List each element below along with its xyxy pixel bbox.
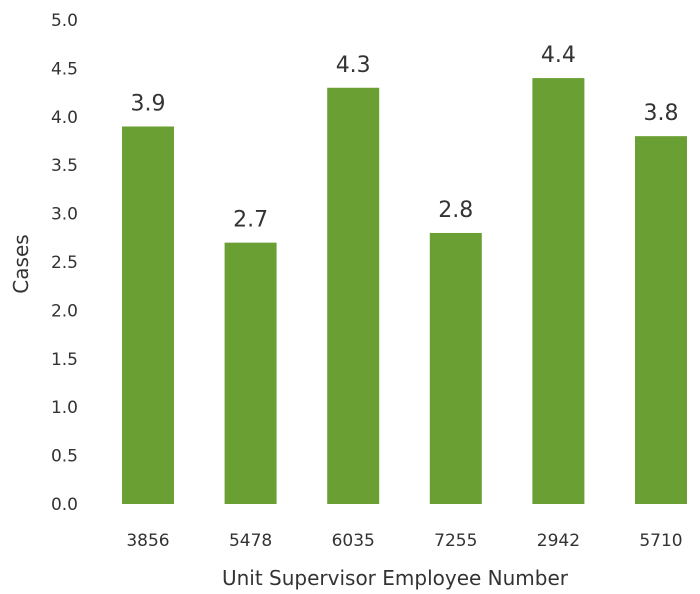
y-tick-label: 5.0 (51, 11, 78, 31)
bar-data-label: 3.8 (644, 101, 679, 126)
y-tick-label: 2.0 (51, 301, 78, 321)
y-tick-label: 0.0 (51, 495, 78, 515)
bar-data-label: 4.4 (541, 43, 576, 68)
bar-data-label: 2.7 (233, 208, 268, 233)
y-tick-label: 4.0 (51, 108, 78, 128)
y-axis-ticks: 0.0 0.5 1.0 1.5 2.0 2.5 3.0 3.5 4.0 4.5 5.0 (51, 11, 78, 515)
x-category-label: 2942 (537, 531, 580, 551)
bar (122, 126, 174, 504)
y-tick-label: 3.5 (51, 156, 78, 176)
x-category-label: 6035 (332, 531, 375, 551)
x-category-label: 5710 (639, 531, 682, 551)
y-tick-label: 2.5 (51, 253, 78, 273)
x-category-label: 3856 (126, 531, 169, 551)
bar (429, 232, 482, 504)
bar (224, 242, 277, 504)
bar (635, 136, 687, 504)
x-axis-categories: 3856 5478 6035 7255 2942 5710 (126, 531, 682, 551)
bar-data-label: 4.3 (336, 53, 371, 78)
bar-data-label: 3.9 (131, 91, 166, 116)
y-tick-label: 0.5 (51, 447, 78, 467)
bar (327, 87, 380, 504)
y-tick-label: 1.0 (51, 398, 78, 418)
bar-data-label: 2.8 (438, 198, 473, 223)
x-category-label: 5478 (229, 531, 272, 551)
bars (122, 78, 687, 504)
y-tick-label: 3.0 (51, 205, 78, 225)
y-tick-label: 4.5 (51, 59, 78, 79)
x-axis-title: Unit Supervisor Employee Number (222, 566, 569, 590)
y-tick-label: 1.5 (51, 350, 78, 370)
y-axis-title: Cases (9, 234, 33, 293)
data-labels: 3.9 2.7 4.3 2.8 4.4 3.8 (131, 43, 679, 233)
bar (532, 78, 585, 504)
x-category-label: 7255 (434, 531, 477, 551)
